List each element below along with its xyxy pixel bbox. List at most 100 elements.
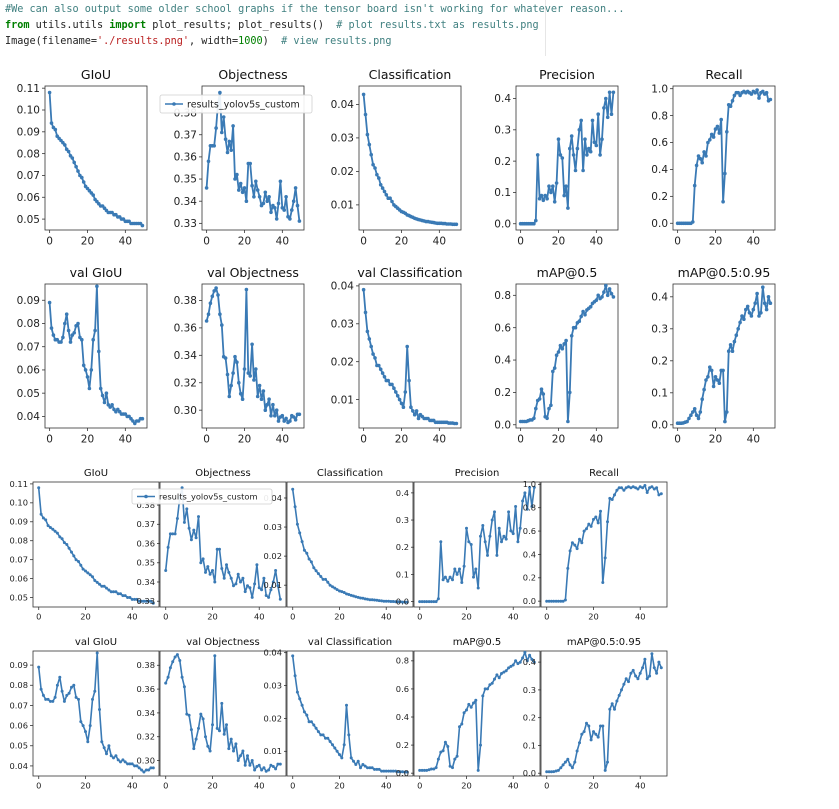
data-point bbox=[429, 600, 433, 604]
data-point bbox=[93, 579, 97, 582]
data-point bbox=[204, 735, 207, 739]
large-panel-recall: Recall 0.0 0.2 0.4 0.6 0.8 1.0 0 20 40 bbox=[651, 67, 776, 248]
x-tick-label: 20 bbox=[81, 434, 94, 446]
data-point bbox=[121, 594, 125, 598]
data-point bbox=[102, 584, 106, 588]
y-tick-label: 0.3 bbox=[651, 323, 668, 335]
data-point bbox=[594, 732, 598, 736]
data-point bbox=[472, 701, 475, 705]
axes-frame bbox=[413, 481, 541, 608]
data-point bbox=[324, 736, 327, 740]
data-point bbox=[60, 689, 64, 693]
data-point bbox=[467, 702, 471, 706]
data-point bbox=[403, 390, 408, 394]
data-point bbox=[458, 567, 461, 571]
panel-title: GIoU bbox=[81, 67, 111, 82]
data-point bbox=[587, 146, 591, 151]
code-cell[interactable]: #We can also output some older school gr… bbox=[0, 0, 624, 56]
data-point bbox=[326, 580, 330, 584]
data-point bbox=[100, 584, 104, 588]
data-point bbox=[98, 386, 103, 391]
data-point bbox=[288, 419, 292, 423]
data-point bbox=[239, 754, 242, 758]
data-point bbox=[58, 535, 62, 539]
series-line bbox=[205, 287, 300, 424]
series-line bbox=[546, 484, 662, 602]
data-point bbox=[448, 575, 452, 579]
data-point bbox=[204, 319, 209, 323]
data-point bbox=[698, 156, 703, 161]
y-tick-label: 0.4 bbox=[523, 549, 536, 559]
y-tick-label: 0.34 bbox=[137, 577, 155, 587]
data-point bbox=[214, 286, 218, 290]
data-point bbox=[575, 547, 579, 551]
data-point bbox=[388, 196, 392, 200]
large-panel-val-giou: val GIoU 0.04 0.05 0.06 0.07 0.08 0.09 0 20 40 bbox=[17, 265, 148, 446]
data-point bbox=[744, 307, 748, 312]
data-point bbox=[225, 563, 228, 567]
data-point bbox=[246, 584, 249, 588]
x-tick-label: 0 bbox=[46, 236, 53, 248]
data-point bbox=[264, 594, 268, 597]
data-point bbox=[126, 762, 130, 766]
data-point bbox=[59, 340, 63, 344]
small-panel-map-0-5-0-95: mAP@0.5:0.95 0.0 0.1 0.2 0.3 0.4 0 20 40 bbox=[523, 637, 668, 790]
legend-box bbox=[131, 488, 273, 505]
data-point bbox=[168, 666, 172, 670]
data-point bbox=[65, 693, 69, 697]
data-point bbox=[579, 118, 583, 123]
data-point bbox=[365, 132, 370, 137]
data-point bbox=[349, 756, 353, 760]
data-point bbox=[562, 342, 566, 346]
data-point bbox=[201, 717, 205, 721]
data-point bbox=[342, 591, 346, 594]
axes-frame bbox=[44, 85, 148, 231]
y-tick-label: 0.08 bbox=[10, 680, 28, 690]
data-point bbox=[554, 353, 559, 358]
data-point bbox=[514, 659, 518, 663]
y-tick-label: 0.02 bbox=[264, 551, 282, 561]
data-point bbox=[606, 520, 609, 524]
data-point bbox=[260, 588, 264, 592]
data-point bbox=[704, 378, 708, 382]
data-point bbox=[121, 758, 125, 762]
data-point bbox=[147, 768, 151, 772]
data-point bbox=[347, 593, 351, 596]
data-point bbox=[369, 344, 374, 349]
data-point bbox=[713, 127, 718, 131]
data-point bbox=[629, 486, 633, 490]
axes-frame bbox=[515, 85, 619, 231]
data-point bbox=[218, 312, 222, 316]
data-point bbox=[80, 337, 84, 342]
data-point bbox=[100, 393, 105, 398]
data-point bbox=[575, 146, 580, 151]
data-point bbox=[218, 90, 222, 95]
data-point bbox=[474, 567, 478, 571]
data-point bbox=[657, 493, 661, 497]
y-tick-label: 0.0 bbox=[396, 596, 409, 606]
data-point bbox=[556, 137, 561, 141]
data-point bbox=[238, 181, 243, 186]
data-point bbox=[594, 143, 599, 148]
data-point bbox=[185, 507, 189, 511]
panel-title: val Classification bbox=[308, 637, 392, 648]
data-point bbox=[271, 402, 275, 407]
data-point bbox=[504, 669, 508, 673]
data-point bbox=[560, 346, 565, 351]
data-point bbox=[335, 749, 339, 753]
y-tick-label: 0.09 bbox=[10, 517, 28, 527]
data-point bbox=[549, 770, 553, 774]
code-call-close: ) bbox=[262, 36, 282, 47]
data-point bbox=[753, 301, 757, 305]
data-point bbox=[182, 520, 186, 524]
data-point bbox=[271, 765, 275, 768]
series-line bbox=[546, 653, 663, 773]
data-point bbox=[563, 598, 567, 602]
data-point bbox=[51, 527, 55, 531]
data-point bbox=[594, 515, 598, 519]
data-point bbox=[255, 394, 260, 399]
data-point bbox=[199, 561, 203, 565]
data-point bbox=[602, 290, 606, 294]
data-point bbox=[267, 768, 271, 772]
data-point bbox=[755, 291, 759, 296]
